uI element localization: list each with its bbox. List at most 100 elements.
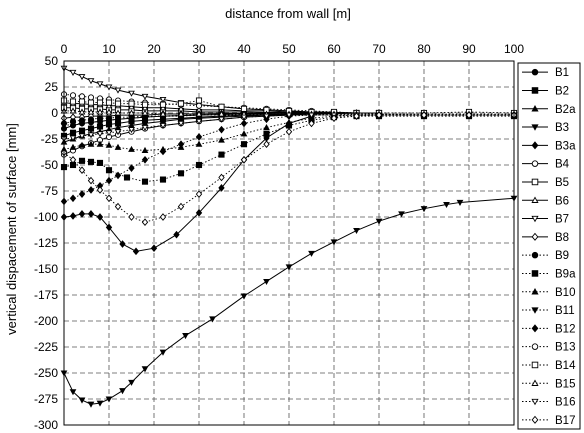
data-point bbox=[285, 112, 293, 119]
data-point bbox=[285, 264, 293, 271]
legend-marker bbox=[531, 379, 539, 386]
data-point bbox=[119, 240, 126, 248]
data-point bbox=[105, 99, 113, 106]
data-point bbox=[128, 379, 135, 386]
data-point bbox=[105, 176, 113, 185]
data-point bbox=[96, 186, 104, 194]
legend-item: B8 bbox=[522, 232, 569, 244]
y-axis-title: vertical dispacement of surface [mm] bbox=[4, 123, 19, 335]
y-tick-label: 50 bbox=[45, 54, 59, 68]
data-point bbox=[159, 147, 167, 156]
data-point bbox=[177, 110, 185, 117]
y-tick-label: -200 bbox=[34, 314, 58, 328]
legend-item: B13 bbox=[522, 342, 575, 354]
data-point bbox=[353, 227, 360, 235]
data-point bbox=[218, 116, 225, 123]
data-point bbox=[141, 93, 149, 100]
data-point bbox=[128, 100, 135, 107]
data-point bbox=[308, 119, 315, 128]
data-point bbox=[285, 127, 293, 136]
legend-label: B13 bbox=[555, 342, 575, 354]
data-point bbox=[78, 93, 86, 100]
data-point bbox=[195, 102, 203, 109]
y-tick-label: 25 bbox=[45, 80, 59, 94]
legend-marker bbox=[531, 288, 539, 295]
data-point bbox=[114, 116, 122, 123]
legend-label: B8 bbox=[555, 232, 569, 244]
legend-label: B12 bbox=[555, 323, 575, 335]
data-point bbox=[69, 212, 77, 220]
y-tick-label: -100 bbox=[34, 210, 58, 224]
data-point bbox=[141, 366, 149, 373]
series-line bbox=[63, 114, 514, 140]
legend: B1 B2 B2a B3 B3a B4 B5 B6 B7 B8 B9 B9a B10 B11 B12 B13 B… bbox=[517, 62, 581, 430]
series-b17 bbox=[60, 111, 518, 227]
legend-marker bbox=[531, 105, 539, 112]
data-point bbox=[240, 119, 248, 128]
legend-label: B9a bbox=[555, 268, 576, 280]
data-point bbox=[69, 129, 77, 136]
data-point bbox=[240, 155, 248, 164]
y-tick-label: -150 bbox=[34, 262, 58, 276]
data-point bbox=[177, 100, 185, 107]
plot-frame bbox=[63, 60, 515, 426]
data-point bbox=[105, 396, 113, 403]
data-point bbox=[240, 114, 248, 121]
y-tick-label: -250 bbox=[34, 366, 58, 380]
y-tick-label: 0 bbox=[51, 106, 58, 120]
data-point bbox=[87, 186, 95, 194]
data-point bbox=[375, 218, 383, 225]
data-point bbox=[132, 247, 140, 256]
data-point bbox=[78, 141, 86, 148]
data-point bbox=[218, 136, 225, 143]
series-b3a bbox=[60, 112, 315, 256]
legend-label: B16 bbox=[555, 397, 575, 409]
legend-label: B3 bbox=[555, 122, 569, 134]
y-tick-label: -300 bbox=[34, 418, 58, 432]
data-point bbox=[177, 120, 185, 127]
legend-marker bbox=[531, 398, 539, 406]
data-point bbox=[69, 155, 77, 164]
data-point bbox=[398, 211, 405, 218]
y-tick-label: -175 bbox=[34, 288, 58, 302]
x-tick-label: 30 bbox=[192, 42, 206, 56]
data-point bbox=[195, 209, 203, 217]
x-tick-label: 0 bbox=[61, 42, 68, 56]
data-point bbox=[195, 133, 203, 141]
data-point bbox=[128, 213, 135, 221]
data-point bbox=[78, 397, 86, 404]
legend-marker bbox=[531, 324, 539, 333]
legend-marker bbox=[531, 124, 539, 131]
data-point bbox=[69, 135, 77, 142]
data-point bbox=[114, 109, 122, 116]
data-point bbox=[159, 176, 167, 183]
legend-item: B9a bbox=[522, 268, 576, 280]
data-point bbox=[141, 146, 149, 153]
y-tick-label: -50 bbox=[41, 158, 59, 172]
legend-item: B2a bbox=[522, 104, 576, 116]
data-point bbox=[195, 118, 203, 125]
data-point bbox=[87, 94, 95, 101]
data-point bbox=[128, 164, 135, 172]
legend-label: B2a bbox=[555, 104, 576, 116]
legend-item: B3 bbox=[522, 122, 569, 134]
data-point bbox=[218, 125, 225, 134]
y-tick-label: -125 bbox=[34, 236, 58, 250]
data-point bbox=[195, 140, 203, 147]
data-point bbox=[69, 92, 77, 99]
data-point bbox=[78, 120, 86, 127]
data-point bbox=[240, 130, 248, 137]
legend-item: B14 bbox=[522, 360, 576, 372]
data-point bbox=[87, 401, 95, 408]
legend-item: B2 bbox=[522, 85, 569, 97]
x-tick-label: 60 bbox=[327, 42, 341, 56]
data-point bbox=[240, 141, 248, 148]
data-point bbox=[159, 101, 167, 108]
data-point bbox=[141, 218, 149, 227]
data-point bbox=[141, 125, 149, 132]
data-point bbox=[78, 74, 86, 81]
data-point bbox=[114, 87, 122, 94]
x-tick-label: 90 bbox=[462, 42, 476, 56]
legend-item: B16 bbox=[522, 397, 575, 409]
